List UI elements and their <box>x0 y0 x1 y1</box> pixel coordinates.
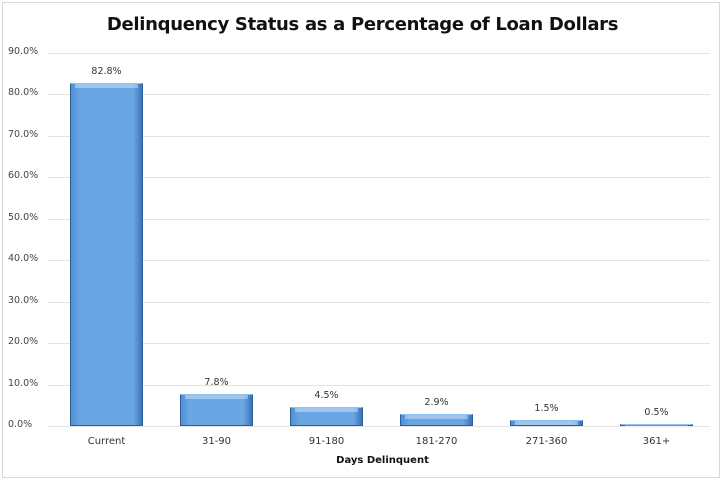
gridline <box>48 426 710 427</box>
y-tick-label: 60.0% <box>8 170 39 181</box>
gridline <box>48 260 710 261</box>
y-tick-label: 40.0% <box>8 253 39 264</box>
y-tick-label: 20.0% <box>8 336 39 347</box>
gridline <box>48 53 710 54</box>
y-tick-label: 70.0% <box>8 129 39 140</box>
bar-361+ <box>620 423 693 430</box>
y-tick-label: 50.0% <box>8 212 39 223</box>
gridline <box>48 343 710 344</box>
value-label: 4.5% <box>314 390 339 402</box>
chart-title: Delinquency Status as a Percentage of Lo… <box>106 14 619 35</box>
gridline <box>48 302 710 303</box>
y-tick-label: 90.0% <box>8 46 39 57</box>
value-label: 2.9% <box>424 396 449 408</box>
y-tick-label: 0.0% <box>8 419 33 430</box>
x-tick-label: 91-180 <box>308 436 345 447</box>
bar-181-270 <box>400 413 473 426</box>
bar-271-360 <box>510 419 583 426</box>
gridline <box>48 136 710 137</box>
bar-91-180 <box>290 407 363 426</box>
gridline <box>48 94 710 95</box>
x-tick-label: 181-270 <box>415 436 458 447</box>
gridline <box>48 385 710 386</box>
y-tick-label: 10.0% <box>8 378 39 389</box>
gridline <box>48 219 710 220</box>
value-label: 1.5% <box>534 402 559 414</box>
value-label: 0.5% <box>644 406 669 418</box>
value-label: 82.8% <box>91 65 122 77</box>
x-tick-label: 271-360 <box>525 436 568 447</box>
x-axis-title: Days Delinquent <box>336 455 429 466</box>
y-tick-label: 80.0% <box>8 87 39 98</box>
bar-31-90 <box>180 393 253 426</box>
x-tick-label: 361+ <box>642 436 671 447</box>
gridline <box>48 177 710 178</box>
x-tick-label: 31-90 <box>201 436 232 447</box>
bar-current <box>70 82 143 426</box>
x-tick-label: Current <box>87 436 126 447</box>
value-label: 7.8% <box>204 376 229 388</box>
y-tick-label: 30.0% <box>8 295 39 306</box>
